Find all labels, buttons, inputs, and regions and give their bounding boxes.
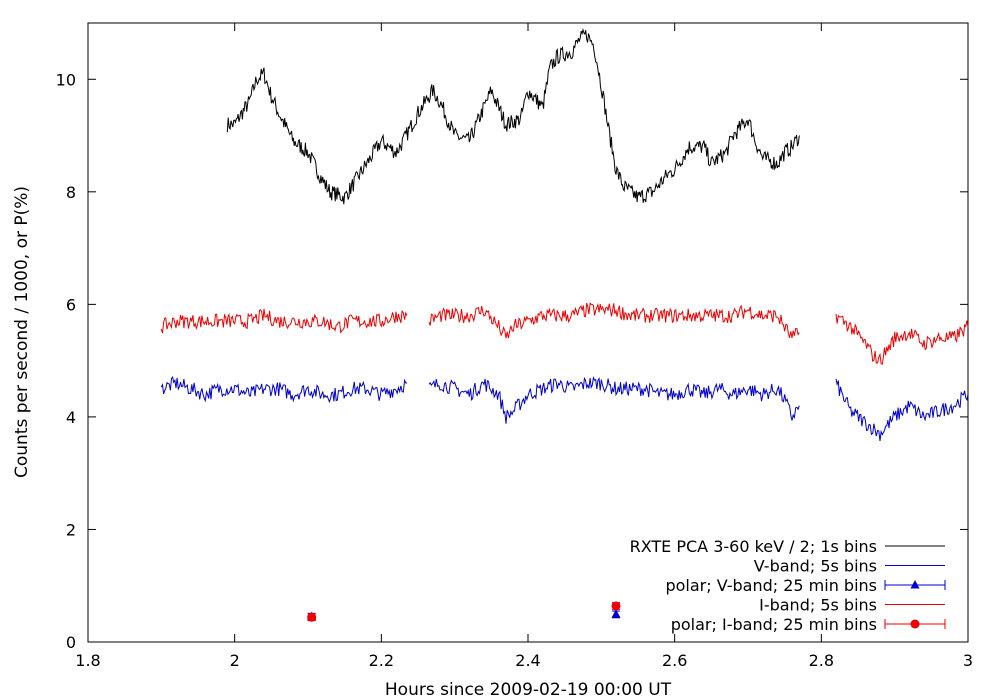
data-point [611, 609, 621, 619]
legend-label: I-band; 5s bins [759, 596, 877, 615]
x-tick-label: 1.8 [75, 651, 100, 670]
legend-item: RXTE PCA 3-60 keV / 2; 1s bins [630, 537, 945, 556]
series-line [835, 313, 969, 365]
series-layer [160, 27, 969, 622]
y-tick-label: 2 [66, 520, 76, 539]
y-tick-label: 8 [66, 183, 76, 202]
y-tick-label: 0 [66, 633, 76, 652]
legend-item: polar; V-band; 25 min bins [665, 576, 946, 595]
legend-marker [910, 580, 920, 589]
data-point [307, 612, 317, 622]
series-line [160, 376, 408, 403]
x-tick-label: 2 [230, 651, 240, 670]
legend-label: polar; V-band; 25 min bins [665, 576, 877, 595]
legend-item: polar; I-band; 25 min bins [671, 615, 946, 634]
circle-marker [307, 612, 317, 622]
x-tick-label: 2.6 [662, 651, 687, 670]
legend-label: polar; I-band; 25 min bins [671, 615, 877, 634]
y-tick-label: 4 [66, 408, 76, 427]
x-tick-label: 2.2 [369, 651, 394, 670]
x-tick-label: 2.8 [809, 651, 834, 670]
series-line [160, 308, 408, 334]
x-tick-label: 3 [963, 651, 973, 670]
x-axis-title: Hours since 2009-02-19 00:00 UT [385, 680, 672, 700]
x-tick-label: 2.4 [515, 651, 540, 670]
data-point [611, 601, 621, 611]
triangle-marker [611, 609, 621, 618]
legend-label: V-band; 5s bins [754, 557, 877, 576]
series-line [428, 302, 800, 339]
legend-item: V-band; 5s bins [754, 557, 945, 576]
y-tick-label: 6 [66, 295, 76, 314]
legend-item: I-band; 5s bins [759, 596, 945, 615]
y-axis-title: Counts per second / 1000, or P(%) [12, 186, 32, 478]
series-line [835, 378, 969, 441]
series-line [226, 27, 800, 205]
y-axis: 0 2 4 6 8 10 [56, 70, 968, 652]
series-line [428, 376, 800, 424]
circle-marker [611, 601, 621, 611]
legend-marker [910, 619, 920, 629]
x-axis: 1.8 2 2.2 2.4 2.6 2.8 3 [75, 23, 973, 670]
legend-label: RXTE PCA 3-60 keV / 2; 1s bins [630, 537, 877, 556]
y-tick-label: 10 [56, 70, 76, 89]
